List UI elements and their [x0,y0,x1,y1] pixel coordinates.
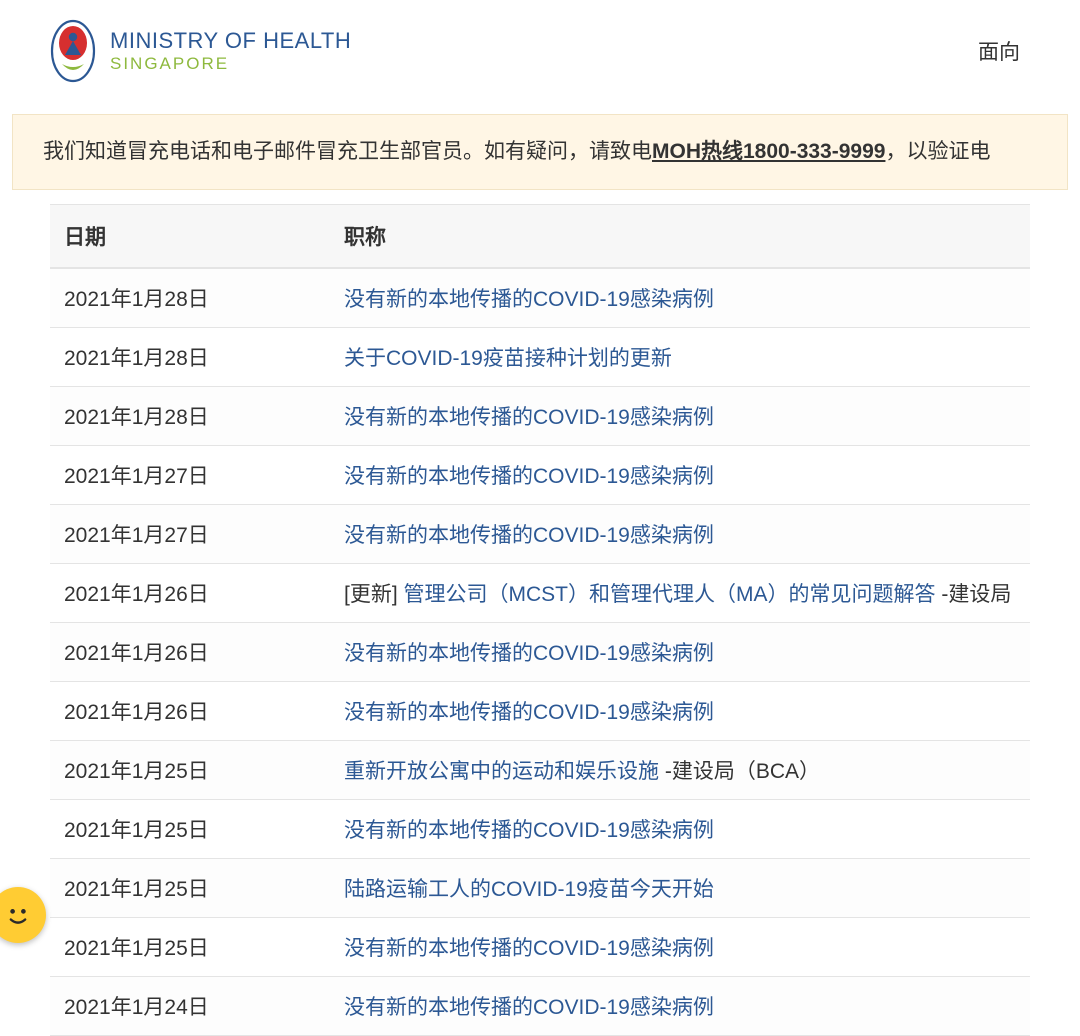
notice-text-after: ，以验证电 [885,140,990,163]
row-title-cell: 没有新的本地传播的COVID-19感染病例 [330,622,1030,681]
row-title-cell: [更新] 管理公司（MCST）和管理代理人（MA）的常见问题解答 -建设局 [330,563,1030,622]
row-title-cell: 重新开放公寓中的运动和娱乐设施 -建设局（BCA） [330,740,1030,799]
row-title-cell: 没有新的本地传播的COVID-19感染病例 [330,976,1030,1035]
row-date: 2021年1月24日 [50,976,330,1035]
logo[interactable]: MINISTRY OF HEALTH SINGAPORE [50,18,351,84]
announcements-table: 日期 职称 2021年1月28日没有新的本地传播的COVID-19感染病例202… [50,204,1030,1036]
row-title-cell: 陆路运输工人的COVID-19疫苗今天开始 [330,858,1030,917]
table-row: 2021年1月26日[更新] 管理公司（MCST）和管理代理人（MA）的常见问题… [50,563,1030,622]
row-title-cell: 没有新的本地传播的COVID-19感染病例 [330,799,1030,858]
row-date: 2021年1月25日 [50,799,330,858]
table-row: 2021年1月28日没有新的本地传播的COVID-19感染病例 [50,386,1030,445]
row-title-link[interactable]: 没有新的本地传播的COVID-19感染病例 [344,819,714,842]
site-header: MINISTRY OF HEALTH SINGAPORE 面向 [0,0,1080,114]
table-row: 2021年1月25日没有新的本地传播的COVID-19感染病例 [50,917,1030,976]
table-row: 2021年1月27日没有新的本地传播的COVID-19感染病例 [50,445,1030,504]
row-date: 2021年1月25日 [50,917,330,976]
row-title-link[interactable]: 没有新的本地传播的COVID-19感染病例 [344,524,714,547]
row-title-cell: 没有新的本地传播的COVID-19感染病例 [330,917,1030,976]
row-date: 2021年1月25日 [50,740,330,799]
row-title-link[interactable]: 没有新的本地传播的COVID-19感染病例 [344,465,714,488]
row-date: 2021年1月26日 [50,681,330,740]
nav-audience[interactable]: 面向 [978,36,1030,66]
smiley-icon [0,897,36,933]
table-row: 2021年1月28日没有新的本地传播的COVID-19感染病例 [50,268,1030,328]
logo-subtitle: SINGAPORE [110,54,351,74]
column-header-date: 日期 [50,204,330,268]
scam-notice-banner: 我们知道冒充电话和电子邮件冒充卫生部官员。如有疑问，请致电MOH热线1800-3… [12,114,1068,190]
row-date: 2021年1月27日 [50,504,330,563]
row-title-link[interactable]: 没有新的本地传播的COVID-19感染病例 [344,701,714,724]
table-row: 2021年1月26日没有新的本地传播的COVID-19感染病例 [50,681,1030,740]
row-title-link[interactable]: 陆路运输工人的COVID-19疫苗今天开始 [344,878,714,901]
table-row: 2021年1月25日陆路运输工人的COVID-19疫苗今天开始 [50,858,1030,917]
row-title-suffix: -建设局（BCA） [659,760,820,783]
hotline-link[interactable]: MOH热线1800-333-9999 [652,140,885,163]
table-row: 2021年1月26日没有新的本地传播的COVID-19感染病例 [50,622,1030,681]
row-date: 2021年1月26日 [50,563,330,622]
notice-text-before: 我们知道冒充电话和电子邮件冒充卫生部官员。如有疑问，请致电 [43,140,652,163]
row-title-link[interactable]: 没有新的本地传播的COVID-19感染病例 [344,406,714,429]
row-title-cell: 没有新的本地传播的COVID-19感染病例 [330,268,1030,328]
row-date: 2021年1月26日 [50,622,330,681]
row-title-link[interactable]: 管理公司（MCST）和管理代理人（MA）的常见问题解答 [404,583,936,606]
table-row: 2021年1月25日重新开放公寓中的运动和娱乐设施 -建设局（BCA） [50,740,1030,799]
row-title-cell: 没有新的本地传播的COVID-19感染病例 [330,681,1030,740]
table-row: 2021年1月28日关于COVID-19疫苗接种计划的更新 [50,327,1030,386]
table-row: 2021年1月25日没有新的本地传播的COVID-19感染病例 [50,799,1030,858]
logo-title: MINISTRY OF HEALTH [110,28,351,54]
row-date: 2021年1月27日 [50,445,330,504]
logo-text: MINISTRY OF HEALTH SINGAPORE [110,28,351,74]
row-title-cell: 没有新的本地传播的COVID-19感染病例 [330,445,1030,504]
row-date: 2021年1月28日 [50,386,330,445]
row-title-cell: 没有新的本地传播的COVID-19感染病例 [330,386,1030,445]
row-title-prefix: [更新] [344,583,404,606]
row-title-link[interactable]: 没有新的本地传播的COVID-19感染病例 [344,996,714,1019]
table-row: 2021年1月27日没有新的本地传播的COVID-19感染病例 [50,504,1030,563]
row-title-link[interactable]: 重新开放公寓中的运动和娱乐设施 [344,760,659,783]
table-row: 2021年1月24日没有新的本地传播的COVID-19感染病例 [50,976,1030,1035]
moh-crest-icon [50,18,96,84]
row-title-link[interactable]: 没有新的本地传播的COVID-19感染病例 [344,642,714,665]
row-title-cell: 关于COVID-19疫苗接种计划的更新 [330,327,1030,386]
row-title-cell: 没有新的本地传播的COVID-19感染病例 [330,504,1030,563]
row-title-suffix: -建设局 [936,583,1012,606]
row-date: 2021年1月28日 [50,268,330,328]
row-date: 2021年1月28日 [50,327,330,386]
row-title-link[interactable]: 没有新的本地传播的COVID-19感染病例 [344,288,714,311]
row-title-link[interactable]: 关于COVID-19疫苗接种计划的更新 [344,347,672,370]
row-date: 2021年1月25日 [50,858,330,917]
announcements-table-wrap: 日期 职称 2021年1月28日没有新的本地传播的COVID-19感染病例202… [50,204,1030,1036]
row-title-link[interactable]: 没有新的本地传播的COVID-19感染病例 [344,937,714,960]
column-header-title: 职称 [330,204,1030,268]
